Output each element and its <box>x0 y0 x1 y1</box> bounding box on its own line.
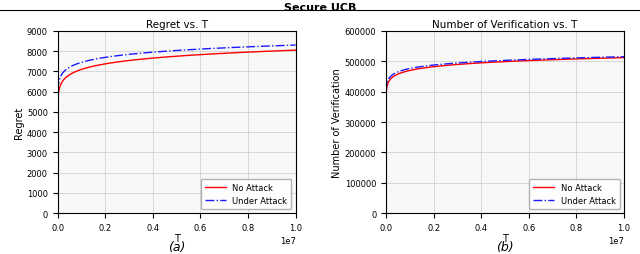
Under Attack <box>613 56 621 59</box>
Under Attack <box>382 122 390 125</box>
X-axis label: T: T <box>502 233 508 243</box>
Under Attack <box>394 71 402 74</box>
Under Attack <box>241 46 249 49</box>
Under Attack <box>66 66 74 69</box>
No Attack <box>382 127 390 130</box>
Title: Regret vs. T: Regret vs. T <box>145 20 207 30</box>
Under Attack <box>498 60 506 63</box>
Text: (a): (a) <box>168 240 185 253</box>
Under Attack <box>54 134 61 137</box>
No Attack <box>285 50 292 53</box>
Line: No Attack: No Attack <box>386 58 624 129</box>
Line: Under Attack: Under Attack <box>386 57 624 123</box>
No Attack <box>54 145 61 148</box>
Under Attack <box>285 45 292 48</box>
Legend: No Attack, Under Attack: No Attack, Under Attack <box>200 179 291 209</box>
Under Attack <box>613 56 621 59</box>
No Attack <box>498 61 506 64</box>
Text: (b): (b) <box>496 240 514 253</box>
Y-axis label: Number of Verification: Number of Verification <box>332 68 342 177</box>
Title: Number of Verification vs. T: Number of Verification vs. T <box>433 20 578 30</box>
No Attack <box>241 52 249 55</box>
No Attack <box>620 57 628 60</box>
Under Attack <box>620 56 628 59</box>
Under Attack <box>570 57 577 60</box>
No Attack <box>394 73 402 76</box>
Under Attack <box>170 50 177 53</box>
No Attack <box>66 74 74 77</box>
No Attack <box>570 58 577 61</box>
Under Attack <box>292 44 300 47</box>
Under Attack <box>285 45 292 48</box>
Text: Secure UCB: Secure UCB <box>284 3 356 12</box>
No Attack <box>613 57 621 60</box>
Y-axis label: Regret: Regret <box>14 106 24 139</box>
No Attack <box>613 57 621 60</box>
Line: Under Attack: Under Attack <box>58 46 296 135</box>
Under Attack <box>163 50 171 53</box>
Under Attack <box>492 60 499 63</box>
Legend: No Attack, Under Attack: No Attack, Under Attack <box>529 179 620 209</box>
No Attack <box>163 56 171 59</box>
Line: No Attack: No Attack <box>58 51 296 146</box>
No Attack <box>285 50 292 53</box>
No Attack <box>292 49 300 52</box>
No Attack <box>492 61 499 64</box>
X-axis label: T: T <box>173 233 180 243</box>
No Attack <box>170 56 177 59</box>
